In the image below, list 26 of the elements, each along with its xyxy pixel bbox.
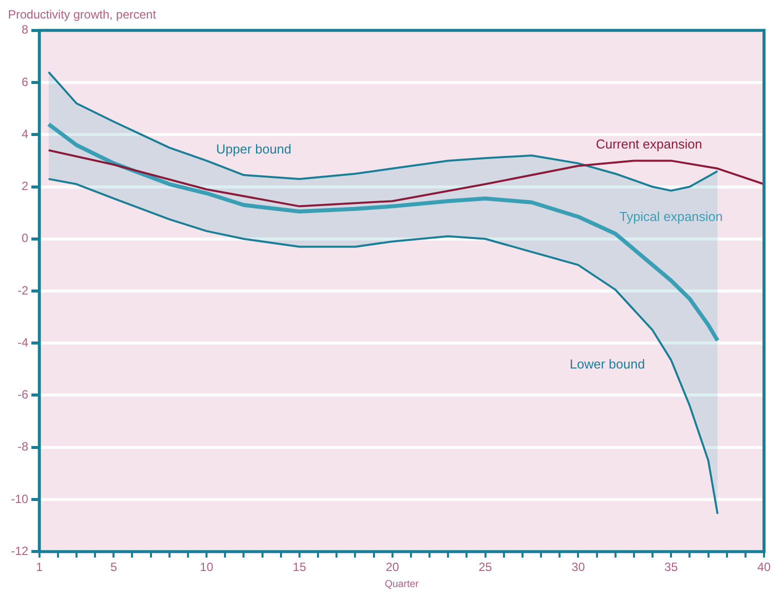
y-tick-label: 4 <box>22 126 29 141</box>
x-tick-label: 25 <box>478 560 492 574</box>
x-axis-title: Quarter <box>384 578 420 590</box>
x-tick-label: 40 <box>757 560 771 574</box>
y-tick-label: -2 <box>18 283 29 298</box>
x-tick-label: 15 <box>292 560 306 574</box>
y-tick-label: 2 <box>22 179 29 194</box>
y-tick-label: 6 <box>22 74 29 89</box>
x-tick-label: 35 <box>664 560 678 574</box>
x-tick-label: 30 <box>572 560 586 574</box>
y-tick-label: -4 <box>18 335 29 350</box>
y-tick-label: -12 <box>11 544 29 558</box>
series-label: Current expansion <box>596 136 702 152</box>
y-axis-title: Productivity growth, percent <box>8 8 157 22</box>
y-tick-label: -10 <box>11 492 29 506</box>
x-tick-label: 1 <box>36 560 43 574</box>
series-label: Typical expansion <box>619 209 723 224</box>
y-tick-label: -6 <box>18 388 29 402</box>
y-tick-label: -8 <box>18 440 29 454</box>
series-label: Upper bound <box>216 142 292 157</box>
x-tick-label: 5 <box>110 560 118 574</box>
y-tick-label: 8 <box>22 22 29 37</box>
series-label: Lower bound <box>570 356 645 372</box>
x-tick-label: 20 <box>386 560 400 574</box>
y-tick-label: 0 <box>22 231 29 246</box>
x-tick-label: 10 <box>200 560 214 574</box>
